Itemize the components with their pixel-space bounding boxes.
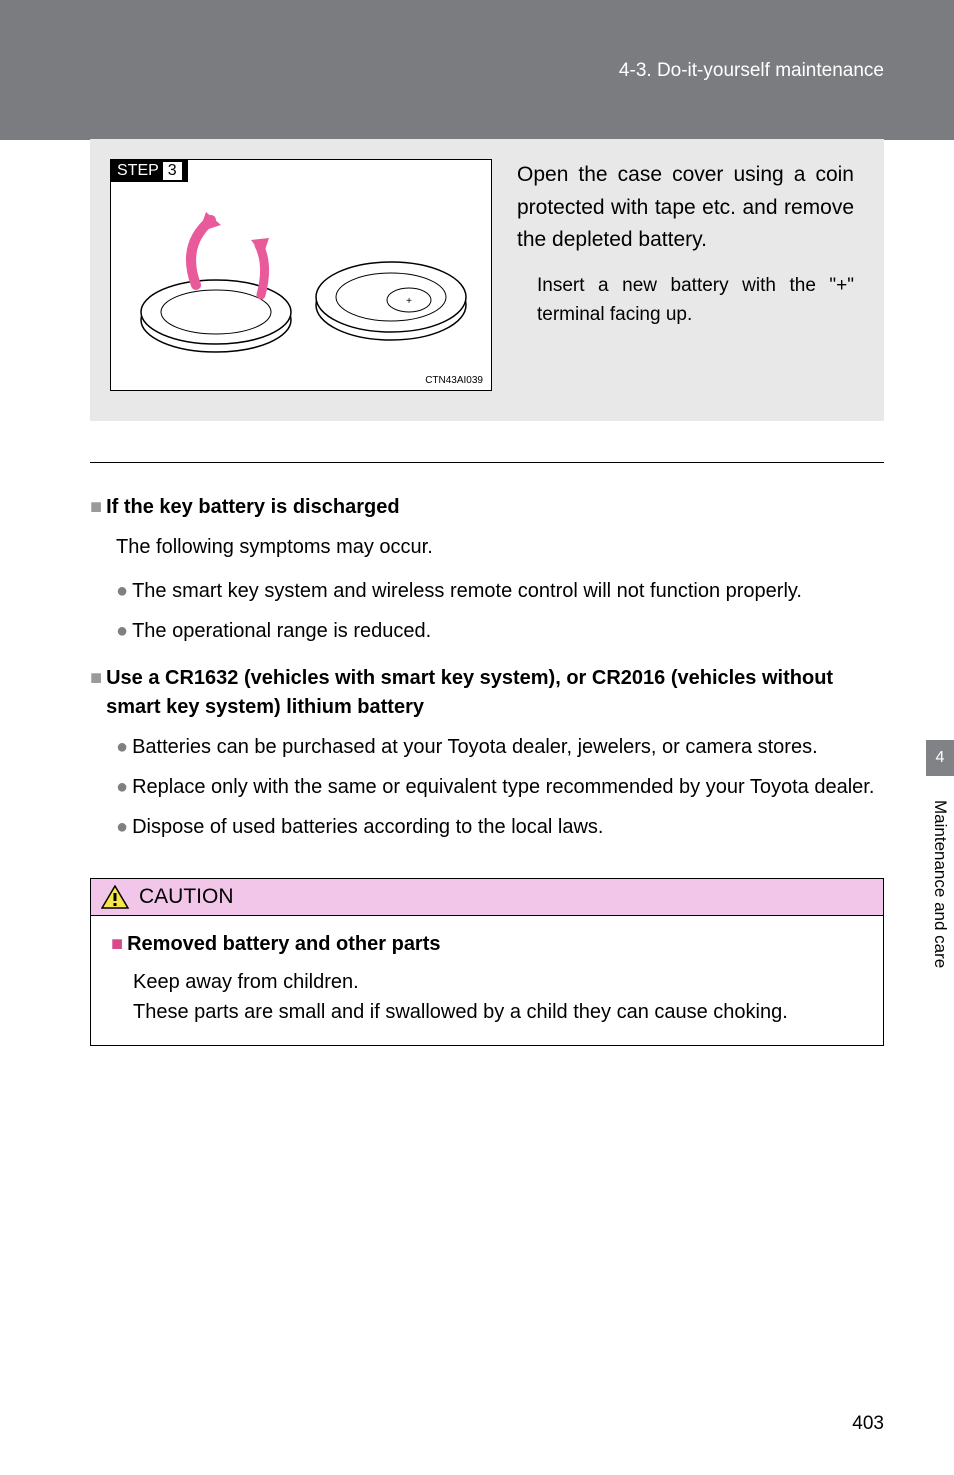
section-intro: The following symptoms may occur. xyxy=(116,532,884,562)
bullet-text: Dispose of used batteries according to t… xyxy=(132,812,603,842)
list-item: ● Replace only with the same or equivale… xyxy=(116,772,884,802)
header-section-label: 4-3. Do-it-yourself maintenance xyxy=(619,60,884,82)
bullet-text: Replace only with the same or equivalent… xyxy=(132,772,874,802)
caution-heading-text: Removed battery and other parts xyxy=(127,930,440,959)
step-label: STEP xyxy=(117,162,159,180)
separator xyxy=(90,462,884,463)
body-area: ■ If the key battery is discharged The f… xyxy=(90,462,884,842)
bullet-icon: ● xyxy=(116,812,128,842)
caution-label: CAUTION xyxy=(139,885,234,909)
step-main-text: Open the case cover using a coin protect… xyxy=(517,159,854,257)
step-number: 3 xyxy=(163,162,182,180)
section-heading: ■ Use a CR1632 (vehicles with smart key … xyxy=(90,664,884,722)
bullet-icon: ● xyxy=(116,616,128,646)
caution-header: CAUTION xyxy=(91,879,883,916)
step-row: STEP 3 xyxy=(110,159,854,391)
key-fob-illustration: + xyxy=(121,190,481,380)
side-tab: 4 xyxy=(926,740,954,776)
square-bullet-icon: ■ xyxy=(90,664,102,722)
section-heading: ■ If the key battery is discharged xyxy=(90,493,884,522)
bullet-icon: ● xyxy=(116,772,128,802)
list-item: ● The operational range is reduced. xyxy=(116,616,884,646)
svg-text:+: + xyxy=(406,296,412,307)
caution-line: These parts are small and if swallowed b… xyxy=(133,997,863,1027)
bullet-text: The smart key system and wireless remote… xyxy=(132,576,802,606)
step-figure: STEP 3 xyxy=(110,159,492,391)
bullet-text: The operational range is reduced. xyxy=(132,616,431,646)
step-panel: STEP 3 xyxy=(90,139,884,421)
caution-heading: ■ Removed battery and other parts xyxy=(111,930,863,959)
caution-line: Keep away from children. xyxy=(133,967,863,997)
list-item: ● Dispose of used batteries according to… xyxy=(116,812,884,842)
list-item: ● The smart key system and wireless remo… xyxy=(116,576,884,606)
step-text-col: Open the case cover using a coin protect… xyxy=(517,159,854,391)
step-badge: STEP 3 xyxy=(111,160,188,182)
page-number: 403 xyxy=(852,1413,884,1435)
bullet-icon: ● xyxy=(116,732,128,762)
heading-text: Use a CR1632 (vehicles with smart key sy… xyxy=(106,664,884,722)
bullet-icon: ● xyxy=(116,576,128,606)
side-tab-number: 4 xyxy=(936,749,945,767)
bullet-text: Batteries can be purchased at your Toyot… xyxy=(132,732,818,762)
warning-icon xyxy=(101,885,129,909)
header-band: 4-3. Do-it-yourself maintenance xyxy=(0,0,954,140)
list-item: ● Batteries can be purchased at your Toy… xyxy=(116,732,884,762)
square-bullet-icon: ■ xyxy=(111,930,123,959)
square-bullet-icon: ■ xyxy=(90,493,102,522)
page: 4-3. Do-it-yourself maintenance STEP 3 xyxy=(0,0,954,1475)
caution-body: ■ Removed battery and other parts Keep a… xyxy=(91,916,883,1045)
step-sub-text: Insert a new battery with the "+" termin… xyxy=(517,271,854,330)
figure-code: CTN43AI039 xyxy=(425,375,483,386)
caution-box: CAUTION ■ Removed battery and other part… xyxy=(90,878,884,1046)
side-chapter-label: Maintenance and care xyxy=(930,800,950,968)
heading-text: If the key battery is discharged xyxy=(106,493,399,522)
